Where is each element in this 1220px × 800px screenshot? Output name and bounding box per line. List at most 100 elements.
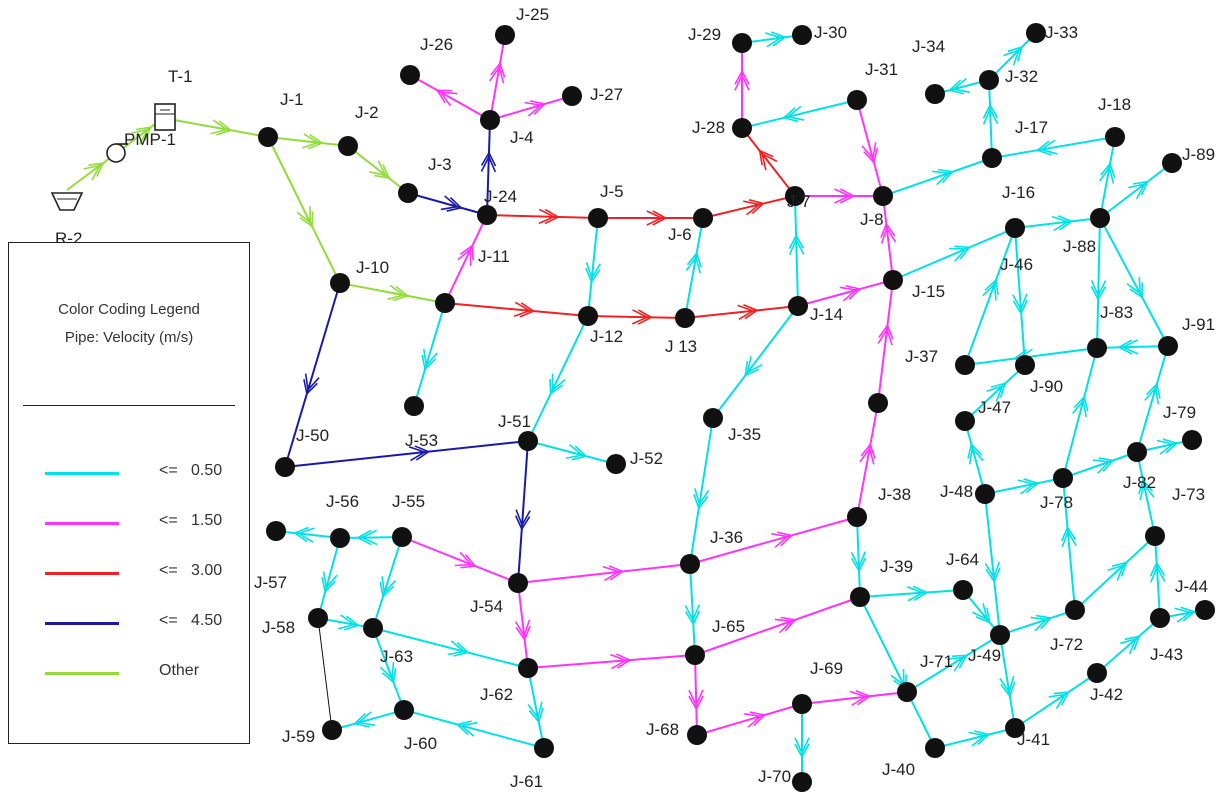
pipe-J-65-J-68[interactable] — [694, 654, 698, 736]
pipe-J-39-J-40[interactable] — [859, 596, 936, 749]
junction-node-J-42[interactable] — [1087, 663, 1107, 683]
junction-node-J-44[interactable] — [1195, 600, 1215, 620]
pipe-T-1-J-1[interactable] — [162, 117, 269, 138]
junction-node-J-50[interactable] — [275, 457, 295, 477]
junction-node-J-15[interactable] — [883, 270, 903, 290]
pipe-J-48-J-78[interactable] — [984, 477, 1064, 495]
pipe-J-63-J-60[interactable] — [372, 627, 405, 711]
pipe-J-51-J-52[interactable] — [527, 440, 617, 465]
junction-node-J-68[interactable] — [687, 725, 707, 745]
junction-node-J-88[interactable] — [1090, 208, 1110, 228]
pipe-J-10-J-50[interactable] — [284, 282, 341, 468]
pipe-J-43-J-73[interactable] — [1154, 535, 1161, 619]
pipe-J-4-J-27[interactable] — [489, 95, 573, 121]
pipe-J-62-J-61[interactable] — [527, 667, 545, 749]
pipe-J-61-J-60[interactable] — [403, 709, 545, 749]
pump-icon[interactable] — [106, 143, 128, 163]
pipe-J-78-J-83[interactable] — [1062, 347, 1098, 479]
pipe-J-55-J-56[interactable] — [339, 536, 403, 539]
pipe-J-65-J-39[interactable] — [694, 596, 861, 656]
junction-node-J-65[interactable] — [685, 645, 705, 665]
junction-node-J-24[interactable] — [477, 205, 497, 225]
reservoir-icon[interactable] — [50, 192, 84, 211]
pipe-J-51-J-54[interactable] — [517, 440, 529, 584]
pipe-J-32-J-33[interactable] — [988, 32, 1037, 81]
junction-node-J-12[interactable] — [578, 306, 598, 326]
junction-node-J-62[interactable] — [518, 658, 538, 678]
junction-node-J-60[interactable] — [394, 700, 414, 720]
pipe-J-47-J-46[interactable] — [964, 364, 1026, 422]
pipe-J-15-J-8[interactable] — [882, 195, 894, 281]
pipe-J-40-J-41[interactable] — [934, 727, 1016, 749]
junction-node-J-1[interactable] — [258, 127, 278, 147]
pipe-J-69-J-71[interactable] — [801, 691, 908, 705]
junction-node-J-58[interactable] — [308, 608, 328, 628]
pipe-J-17-J-32[interactable] — [988, 79, 993, 159]
junction-node-J-56[interactable] — [330, 528, 350, 548]
junction-node-J-91[interactable] — [1158, 336, 1178, 356]
junction-node-J-7[interactable] — [785, 186, 805, 206]
pipe-J-10-J-11[interactable] — [339, 282, 446, 304]
pipe-J-13-J-6[interactable] — [684, 217, 704, 319]
junction-node-J-8[interactable] — [873, 186, 893, 206]
junction-node-J-41[interactable] — [1005, 718, 1025, 738]
junction-node-J-54[interactable] — [508, 573, 528, 593]
pipe-J-31-J-8[interactable] — [856, 99, 884, 197]
junction-node-J-71[interactable] — [897, 682, 917, 702]
junction-node-J-33[interactable] — [1026, 23, 1046, 43]
pipe-J-11-J-24[interactable] — [444, 214, 488, 304]
pipe-J-49-J-41[interactable] — [999, 634, 1016, 729]
junction-node-J-70[interactable] — [792, 772, 812, 792]
junction-node-J-2[interactable] — [338, 136, 358, 156]
pipe-J-18-J-17[interactable] — [991, 136, 1116, 159]
junction-node-J-43[interactable] — [1150, 608, 1170, 628]
junction-node-J-16[interactable] — [1005, 218, 1025, 238]
junction-node-J-40[interactable] — [925, 738, 945, 758]
junction-node-J-46[interactable] — [1015, 355, 1035, 375]
junction-node-J-59[interactable] — [322, 720, 342, 740]
pipe-J-41-J-42[interactable] — [1014, 672, 1098, 729]
pipe-J-39-J-64[interactable] — [859, 589, 964, 598]
pipe-J-11-J-12[interactable] — [444, 302, 589, 317]
pipe-J-55-J-63[interactable] — [372, 536, 403, 629]
junction-node-J-52[interactable] — [606, 454, 626, 474]
pipe-J-38-J-37[interactable] — [856, 402, 879, 518]
junction-node-J-73[interactable] — [1145, 526, 1165, 546]
junction-node-J-61[interactable] — [534, 738, 554, 758]
pipe-J-3-J-24[interactable] — [407, 192, 488, 216]
junction-node-J-53[interactable] — [404, 396, 424, 416]
junction-node-J-36[interactable] — [680, 554, 700, 574]
pipe-J-62-J-65[interactable] — [527, 654, 696, 669]
pipe-J-60-J-59[interactable] — [331, 709, 405, 731]
junction-node-J-82[interactable] — [1127, 442, 1147, 462]
pipe-J-14-J-7[interactable] — [794, 195, 799, 307]
pipe-J-36-J-38[interactable] — [689, 516, 858, 565]
pipe-J-1-J-2[interactable] — [267, 136, 349, 147]
junction-node-J-32[interactable] — [979, 70, 999, 90]
pipe-J-48-J-47[interactable] — [964, 420, 986, 495]
pipe-J-38-J-39[interactable] — [856, 516, 861, 598]
pipe-J-88-J-83[interactable] — [1096, 217, 1101, 349]
junction-node-J-39[interactable] — [850, 587, 870, 607]
pipe-J-12-J-13[interactable] — [587, 315, 686, 319]
junction-node-J-37[interactable] — [868, 393, 888, 413]
junction-node-J-11[interactable] — [435, 293, 455, 313]
junction-node-J-35[interactable] — [703, 408, 723, 428]
junction-node-J-4[interactable] — [480, 110, 500, 130]
pipe-J-29-J-30[interactable] — [741, 34, 803, 44]
pipe-J-58-J-59[interactable] — [317, 617, 333, 731]
pipe-J-4-J-26[interactable] — [409, 74, 491, 121]
junction-node-J-64[interactable] — [953, 580, 973, 600]
junction-node-J-89[interactable] — [1162, 153, 1182, 173]
pipe-J-12-J-51[interactable] — [527, 315, 589, 442]
junction-node-J-3[interactable] — [398, 183, 418, 203]
pipe-J-72-J-73[interactable] — [1074, 535, 1156, 611]
pipe-J-72-J-78[interactable] — [1062, 477, 1076, 611]
pipe-J-91-J-83[interactable] — [1096, 345, 1169, 349]
junction-node-J-72[interactable] — [1065, 600, 1085, 620]
junction-node-J-55[interactable] — [392, 527, 412, 547]
junction-node-J-78[interactable] — [1053, 468, 1073, 488]
junction-node-J-25[interactable] — [495, 25, 515, 45]
junction-node-J-31[interactable] — [847, 90, 867, 110]
pipe-J-90-J-16[interactable] — [964, 227, 1016, 366]
